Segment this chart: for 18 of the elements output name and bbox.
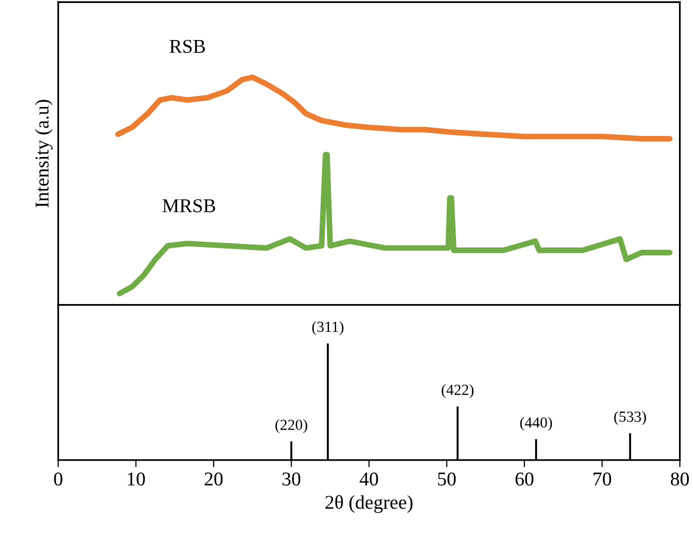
x-axis-title: 2θ (degree) [326,495,412,513]
annotation: (220) [275,419,308,434]
x-tick-label: 50 [438,472,456,486]
text: RSB [170,40,205,53]
y-axis-title: Intensity (a.u) [34,100,53,208]
x-tick-label: 40 [360,472,378,486]
x-tick-label: 80 [670,472,689,486]
annotation: (440) [520,416,552,431]
x-tick-label: 0 [54,472,62,486]
x-tick-label: 70 [594,472,612,486]
x-tick-label: 60 [516,472,534,486]
x-tick-label: 20 [204,472,223,486]
x-tick-label: 10 [128,472,145,486]
series-label: MRSB [162,199,216,212]
annotation: (533) [614,411,646,425]
annotation: (422) [442,384,474,398]
x-tick-label: 30 [282,472,300,486]
annotation: (311) [312,321,344,336]
